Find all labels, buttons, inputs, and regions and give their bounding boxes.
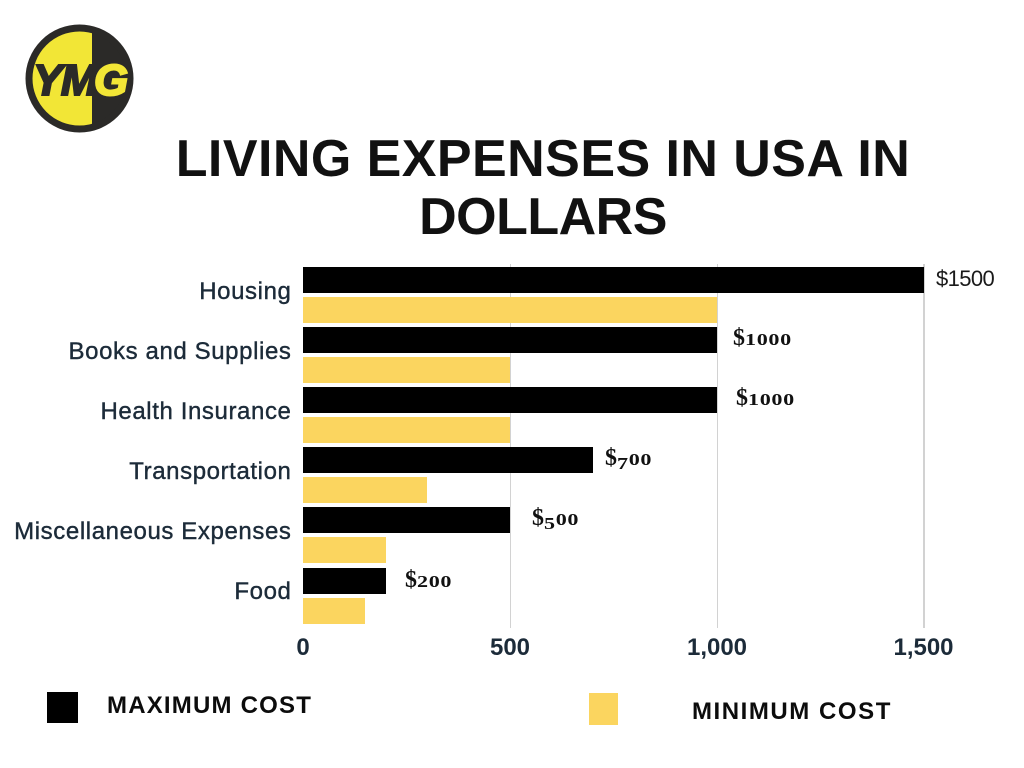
svg-text:YM: YM [33,56,99,105]
svg-text:G: G [94,56,128,105]
